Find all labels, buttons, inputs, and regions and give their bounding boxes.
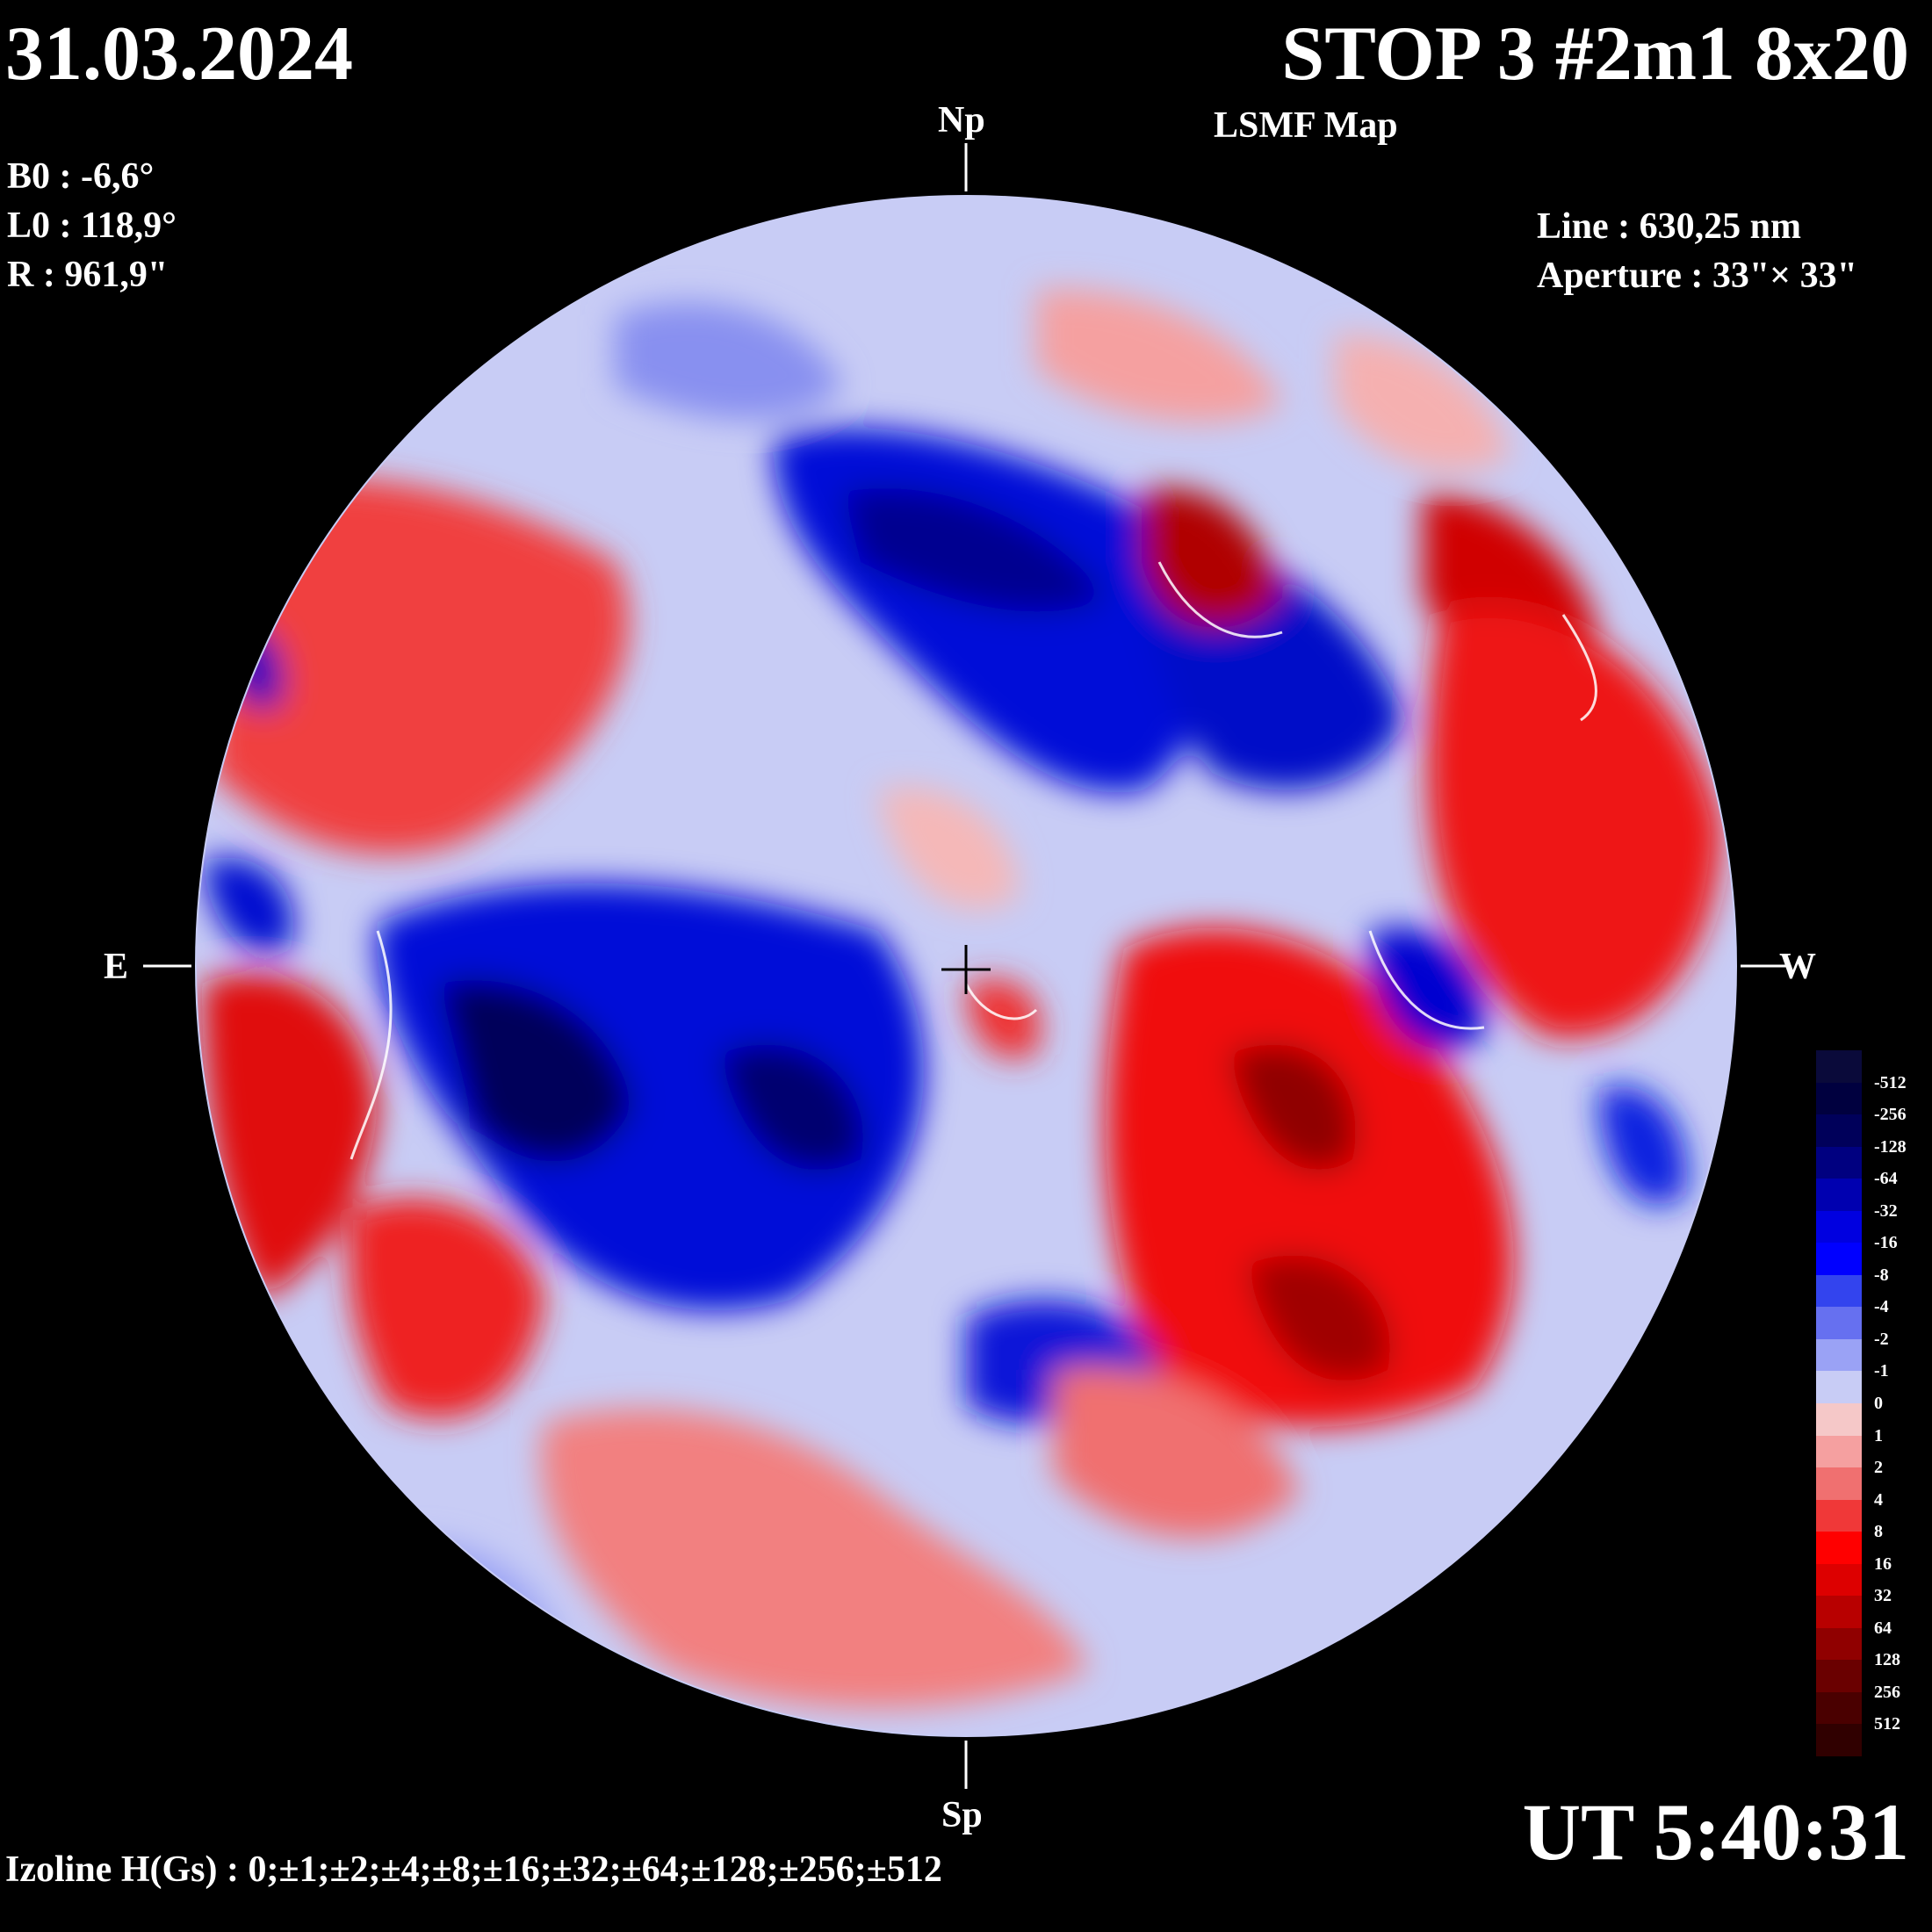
axis-ticks (143, 143, 1789, 1789)
scale-swatch (1816, 1627, 1862, 1661)
map-title: STOP 3 #2m1 8x20 (1281, 11, 1909, 97)
disk-center-cross (941, 945, 991, 994)
scale-label: 256 (1874, 1682, 1900, 1702)
scale-swatch (1816, 1596, 1862, 1629)
south-pole-label: Sp (941, 1795, 983, 1835)
magnetogram-field (196, 196, 1736, 1736)
scale-swatch (1816, 1467, 1862, 1501)
scale-label: -1 (1874, 1361, 1889, 1381)
scale-swatch (1816, 1724, 1862, 1757)
scale-swatch (1816, 1274, 1862, 1308)
param-l0: L0 : 118,9° (7, 205, 177, 246)
scale-swatch (1816, 1660, 1862, 1693)
scale-label: 32 (1874, 1586, 1892, 1606)
scale-label: -128 (1874, 1136, 1907, 1157)
scale-label: 512 (1874, 1714, 1900, 1734)
scale-swatch (1816, 1307, 1862, 1340)
scale-label: 128 (1874, 1650, 1900, 1670)
scale-label: -2 (1874, 1329, 1889, 1349)
scale-swatch (1816, 1114, 1862, 1148)
scale-label: -16 (1874, 1233, 1898, 1253)
scale-label: 1 (1874, 1425, 1883, 1445)
north-pole-label: Np (938, 100, 985, 141)
ut-time: UT 5:40:31 (1522, 1787, 1909, 1877)
east-label: E (104, 947, 129, 987)
scale-label: 4 (1874, 1489, 1883, 1510)
observation-date: 31.03.2024 (5, 11, 353, 97)
scale-swatch (1816, 1179, 1862, 1212)
scale-swatch (1816, 1532, 1862, 1565)
scale-swatch (1816, 1146, 1862, 1179)
param-line: Line : 630,25 nm (1537, 206, 1802, 247)
scale-swatch (1816, 1338, 1862, 1372)
scale-label: -32 (1874, 1200, 1898, 1221)
scale-label: 2 (1874, 1458, 1883, 1478)
scale-swatch (1816, 1050, 1862, 1084)
scale-label: 8 (1874, 1522, 1883, 1542)
param-r: R : 961,9" (7, 255, 169, 295)
param-b0: B0 : -6,6° (7, 156, 155, 197)
izoline-note: Izoline H(Gs) : 0;±1;±2;±4;±8;±16;±32;±6… (5, 1849, 942, 1890)
scale-swatch (1816, 1210, 1862, 1244)
scale-swatch (1816, 1082, 1862, 1115)
scale-swatch (1816, 1563, 1862, 1597)
color-scale-legend: -512 -256 -128 -64 -32 -16 -8 -4 -2 -1 0 1 2 4 8 16 32 64… (1816, 1050, 1907, 1757)
scale-label: -4 (1874, 1297, 1889, 1317)
scale-swatch (1816, 1691, 1862, 1725)
west-label: W (1779, 947, 1816, 987)
param-aperture: Aperture : 33"× 33" (1537, 256, 1857, 296)
scale-label: -512 (1874, 1072, 1907, 1092)
scale-swatch (1816, 1243, 1862, 1276)
scale-label: -64 (1874, 1169, 1898, 1189)
scale-label: -8 (1874, 1265, 1889, 1285)
scale-label: 64 (1874, 1618, 1892, 1638)
map-subtitle: LSMF Map (1214, 105, 1398, 146)
scale-swatch (1816, 1403, 1862, 1437)
scale-label: -256 (1874, 1105, 1907, 1125)
scale-swatch (1816, 1371, 1862, 1404)
scale-label: 0 (1874, 1394, 1883, 1413)
scale-swatch (1816, 1499, 1862, 1532)
scale-label: 16 (1874, 1554, 1892, 1574)
scale-swatch (1816, 1435, 1862, 1468)
